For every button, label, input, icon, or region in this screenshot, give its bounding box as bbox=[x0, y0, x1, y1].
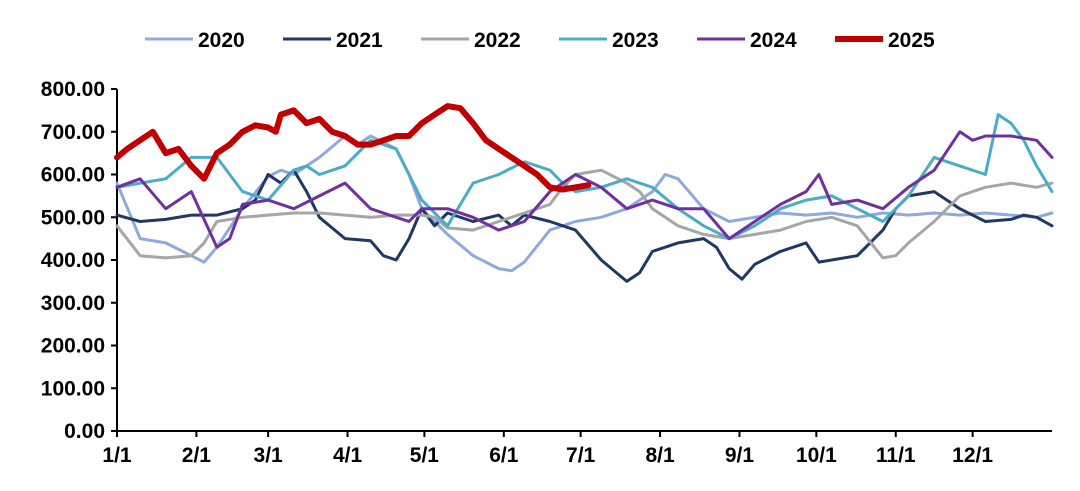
x-tick-label: 7/1 bbox=[566, 444, 596, 467]
series-line-2025 bbox=[114, 103, 592, 193]
y-tick-label: 100.00 bbox=[41, 377, 105, 400]
y-tick-label: 800.00 bbox=[41, 78, 105, 101]
y-tick-group: 0.00 100.00 200.00 300.00 400.00 500.00 600.00… bbox=[41, 78, 117, 443]
y-tick-label: 200.00 bbox=[41, 335, 105, 358]
legend-label-2023: 2023 bbox=[612, 29, 659, 52]
x-tick-label: 2/1 bbox=[182, 444, 212, 467]
x-tick-label: 1/1 bbox=[102, 444, 132, 467]
y-tick-label: 600.00 bbox=[41, 164, 105, 187]
x-tick-label: 6/1 bbox=[489, 444, 519, 467]
legend-label-2022: 2022 bbox=[474, 29, 521, 52]
legend-label-2021: 2021 bbox=[336, 29, 383, 52]
x-tick-group: 1/1 2/1 3/1 4/1 5/1 6/1 7/1 8/1 9/1 10/1 11/1 12/1 bbox=[102, 431, 993, 467]
series-line-2024 bbox=[115, 130, 1054, 249]
x-tick-label: 10/1 bbox=[796, 444, 837, 467]
legend-label-2020: 2020 bbox=[198, 29, 245, 52]
legend: 2020 2021 2022 2023 2024 2025 bbox=[145, 29, 935, 52]
x-tick-label: 3/1 bbox=[254, 444, 284, 467]
x-tick-label: 9/1 bbox=[725, 444, 755, 467]
axes bbox=[116, 89, 1052, 432]
x-tick-label: 11/1 bbox=[876, 444, 916, 467]
y-tick-label: 300.00 bbox=[41, 292, 105, 315]
y-tick-label: 0.00 bbox=[64, 420, 105, 443]
legend-label-2024: 2024 bbox=[750, 29, 797, 52]
legend-label-2025: 2025 bbox=[888, 29, 935, 52]
x-tick-label: 5/1 bbox=[410, 444, 440, 467]
x-tick-label: 8/1 bbox=[645, 444, 675, 467]
x-tick-label: 12/1 bbox=[952, 444, 993, 467]
y-tick-label: 700.00 bbox=[41, 121, 105, 144]
y-tick-label: 500.00 bbox=[41, 206, 105, 229]
plot-area bbox=[114, 103, 1054, 283]
y-tick-label: 400.00 bbox=[41, 249, 105, 272]
x-tick-label: 4/1 bbox=[333, 444, 363, 467]
